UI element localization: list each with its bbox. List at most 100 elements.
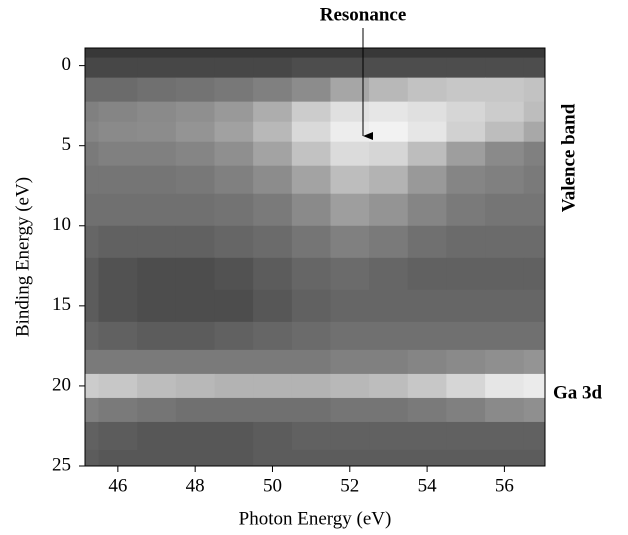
heatmap-cell	[407, 289, 447, 323]
heatmap-cell	[485, 289, 525, 323]
heatmap-cell	[291, 289, 331, 323]
heatmap-cell	[175, 101, 215, 123]
heatmap-cell	[407, 349, 447, 375]
heatmap-cell	[253, 121, 293, 143]
heatmap-cell	[98, 57, 138, 79]
heatmap-cell	[98, 257, 138, 291]
heatmap-cell	[253, 193, 293, 227]
heatmap-cell	[330, 449, 370, 466]
heatmap-cell	[175, 349, 215, 375]
heatmap-cell	[175, 141, 215, 167]
heatmap-cell	[85, 77, 100, 103]
heatmap-cell	[369, 421, 409, 451]
heatmap-cell	[214, 373, 254, 399]
heatmap-cell	[137, 48, 177, 59]
heatmap-cell	[330, 321, 370, 351]
heatmap-cell	[330, 225, 370, 259]
heatmap-cell	[369, 321, 409, 351]
annotation-valence-band: Valence band	[558, 103, 579, 212]
heatmap-cell	[137, 449, 177, 466]
heatmap-cell	[253, 289, 293, 323]
heatmap-cell	[330, 165, 370, 195]
heatmap-cell	[98, 321, 138, 351]
heatmap-cell	[291, 373, 331, 399]
heatmap-cell	[446, 449, 486, 466]
heatmap-cell	[485, 48, 525, 59]
heatmap-cell	[137, 257, 177, 291]
heatmap-cell	[523, 421, 545, 451]
heatmap-cell	[85, 141, 100, 167]
heatmap-cell	[253, 141, 293, 167]
heatmap-cell	[214, 48, 254, 59]
heatmap-cell	[446, 373, 486, 399]
heatmap-cell	[98, 421, 138, 451]
plot-frame	[84, 47, 546, 467]
heatmap-cell	[330, 257, 370, 291]
heatmap-cell	[85, 57, 100, 79]
heatmap-cell	[253, 257, 293, 291]
heatmap-cell	[291, 165, 331, 195]
heatmap-cell	[253, 321, 293, 351]
heatmap-cell	[175, 449, 215, 466]
heatmap-cell	[175, 289, 215, 323]
annotation-resonance: Resonance	[320, 4, 407, 25]
heatmap-cell	[98, 77, 138, 103]
heatmap-cell	[137, 349, 177, 375]
heatmap-cell	[369, 257, 409, 291]
heatmap-cell	[446, 48, 486, 59]
heatmap-cell	[446, 193, 486, 227]
heatmap-cell	[214, 165, 254, 195]
heatmap-cell	[175, 57, 215, 79]
heatmap-cell	[291, 48, 331, 59]
heatmap-cell	[214, 193, 254, 227]
heatmap-cell	[214, 449, 254, 466]
heatmap-cell	[175, 193, 215, 227]
heatmap-cell	[98, 48, 138, 59]
heatmap-cell	[291, 77, 331, 103]
annotation-ga-3d: Ga 3d	[553, 382, 603, 403]
heatmap-cell	[446, 121, 486, 143]
heatmap-cell	[98, 121, 138, 143]
heatmap-cell	[523, 165, 545, 195]
heatmap-cell	[523, 48, 545, 59]
heatmap-cell	[291, 349, 331, 375]
heatmap-cell	[85, 449, 100, 466]
heatmap-cell	[369, 449, 409, 466]
heatmap-cell	[523, 373, 545, 399]
heatmap-cell	[523, 397, 545, 423]
y-tick-label: 5	[62, 134, 72, 155]
heatmap-cell	[446, 165, 486, 195]
heatmap-cell	[137, 289, 177, 323]
heatmap-cell	[175, 165, 215, 195]
heatmap-cell	[369, 165, 409, 195]
x-tick-label: 56	[495, 475, 514, 496]
x-tick-label: 50	[263, 475, 282, 496]
heatmap-cell	[485, 257, 525, 291]
heatmap-cell	[330, 373, 370, 399]
heatmap-cell	[407, 77, 447, 103]
heatmap-cell	[369, 48, 409, 59]
heatmap-cell	[407, 165, 447, 195]
heatmap-cell	[85, 257, 100, 291]
heatmap-cell	[485, 141, 525, 167]
heatmap-cell	[137, 141, 177, 167]
heatmap-cell	[369, 121, 409, 143]
heatmap-cell	[330, 421, 370, 451]
heatmap-cell	[523, 193, 545, 227]
heatmap-cell	[485, 121, 525, 143]
y-tick-label: 25	[52, 454, 71, 475]
heatmap-cell	[446, 421, 486, 451]
heatmap-cell	[98, 349, 138, 375]
heatmap-cell	[137, 373, 177, 399]
y-axis-label: Binding Energy (eV)	[12, 177, 33, 337]
heatmap-cell	[137, 101, 177, 123]
heatmap-cell	[137, 421, 177, 451]
heatmap-cell	[330, 77, 370, 103]
heatmap-cell	[85, 321, 100, 351]
heatmap-cell	[253, 48, 293, 59]
heatmap-cell	[137, 57, 177, 79]
heatmap-cell	[291, 225, 331, 259]
heatmap-cell	[137, 165, 177, 195]
heatmap-cell	[291, 449, 331, 466]
heatmap-cell	[446, 321, 486, 351]
